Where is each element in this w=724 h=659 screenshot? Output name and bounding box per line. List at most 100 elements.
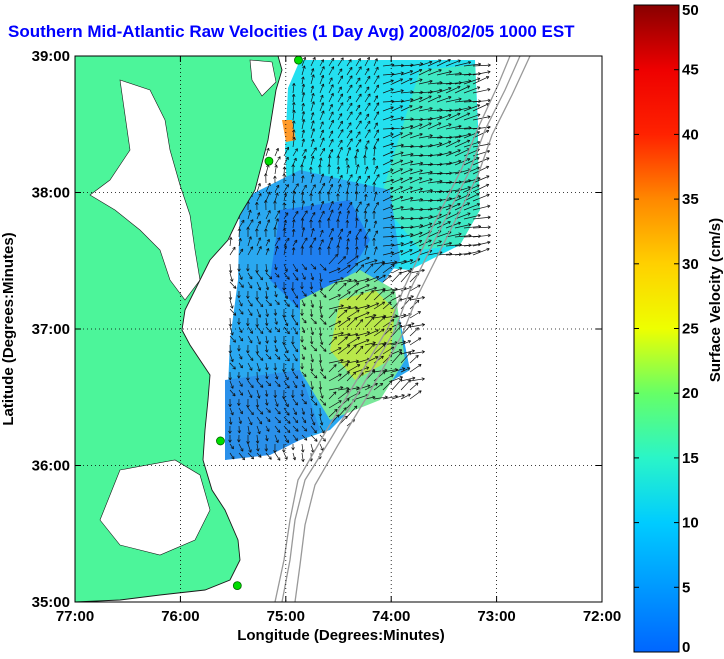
velocity-arrow [283,371,289,381]
velocity-arrow [319,344,327,352]
velocity-arrow [391,177,404,184]
velocity-arrow [301,371,307,378]
velocity-arrow [355,164,360,175]
velocity-arrow [247,452,255,460]
velocity-arrow [363,235,368,247]
velocity-arrow [274,326,281,333]
velocity-arrow [256,425,261,435]
velocity-arrow [364,86,370,94]
velocity-arrow [319,317,327,325]
velocity-arrow [409,105,423,112]
velocity-arrow [364,275,380,283]
velocity-arrow [228,425,232,434]
velocity-arrow [283,146,290,157]
velocity-arrow [409,295,425,301]
velocity-arrow [382,115,394,121]
velocity-arrow [247,389,253,399]
velocity-arrow [319,398,327,406]
velocity-arrow [327,217,331,229]
velocity-arrow [238,335,244,342]
velocity-arrow [255,434,260,444]
velocity-arrow [354,155,358,166]
velocity-arrow [291,443,295,451]
velocity-arrow [364,343,375,355]
velocity-arrow [246,317,250,327]
velocity-arrow [345,157,349,166]
velocity-arrow [445,139,461,148]
velocity-arrow [273,443,277,454]
velocity-arrow [301,290,307,297]
velocity-arrow [445,85,461,94]
velocity-arrow [355,84,362,94]
velocity-arrow [265,344,269,353]
velocity-arrow [274,299,280,306]
velocity-arrow [256,326,264,335]
velocity-arrow [319,416,324,426]
velocity-arrow [229,380,234,389]
velocity-arrow [301,148,307,157]
velocity-arrow [310,202,314,211]
velocity-arrow [274,434,279,443]
velocity-arrow [355,93,362,103]
velocity-arrow [301,92,306,103]
velocity-arrow [436,241,453,247]
velocity-arrow [463,77,481,85]
velocity-arrow [454,223,472,229]
velocity-arrow [229,362,236,370]
velocity-arrow [301,425,308,432]
velocity-arrow [363,155,367,166]
velocity-arrow [418,79,433,85]
velocity-arrow [409,224,424,229]
velocity-arrow [238,308,244,315]
velocity-arrow [274,407,281,415]
velocity-arrow [255,317,259,328]
velocity-arrow [238,299,243,307]
velocity-arrow [310,362,314,372]
velocity-arrow [337,309,348,319]
velocity-arrow [472,240,491,247]
velocity-arrow [337,407,347,418]
velocity-arrow [355,104,361,112]
velocity-arrow [283,380,290,389]
velocity-arrow [301,184,307,193]
velocity-arrow [247,209,252,220]
velocity-arrow [400,168,413,175]
velocity-arrow [282,362,286,373]
velocity-arrow [391,249,404,256]
velocity-arrow [238,407,243,415]
velocity-arrow [310,326,315,336]
velocity-arrow [337,75,344,85]
velocity-arrow [246,290,250,299]
velocity-arrow [238,362,243,369]
velocity-arrow [256,407,264,415]
velocity-arrow [292,434,298,442]
velocity-arrow [265,191,271,202]
velocity-arrow [310,237,317,247]
velocity-arrow [310,85,315,94]
velocity-arrow [274,164,278,175]
velocity-arrow [310,173,315,184]
velocity-arrow [328,237,334,247]
velocity-arrow [328,277,344,283]
colorbar-ticks: 0 5 10 15 20 25 30 35 40 45 50 [634,2,699,656]
velocity-arrow [255,264,259,274]
velocity-arrow [301,129,306,139]
velocity-arrow [265,182,271,193]
velocity-arrow [328,386,344,391]
velocity-arrow [373,301,386,310]
velocity-arrow [309,244,313,255]
velocity-arrow [229,443,234,450]
velocity-arrow [400,367,411,373]
velocity-arrow [364,175,370,184]
velocity-arrow [264,263,269,273]
velocity-arrow [292,326,298,335]
x-tick-label: 76:00 [161,608,199,625]
velocity-arrow [256,281,262,291]
velocity-arrow [454,158,471,166]
y-ticks: 39:00 38:00 37:00 36:00 35:00 [32,48,602,611]
velocity-arrow [319,229,324,238]
velocity-arrow [400,124,414,130]
velocity-arrow [265,434,269,442]
velocity-arrow [391,151,404,157]
velocity-arrow [255,371,260,381]
